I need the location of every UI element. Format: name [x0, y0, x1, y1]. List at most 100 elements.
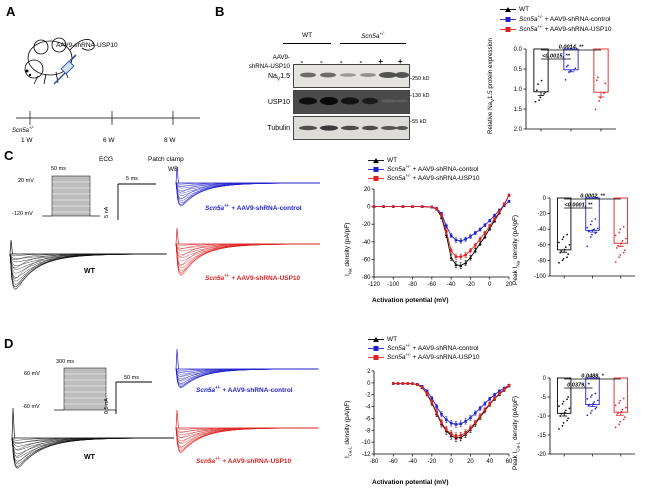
svg-text:0.0379, *: 0.0379, * [567, 382, 590, 388]
panel-b-bar-chart: 0.0 0.5 1.0 1.5 2.0 <0.0015, ** 0.0014, ** [514, 44, 616, 133]
legend-label-usp10: Scn5a+/- + AAV9-shRNA-USP10 [387, 173, 480, 183]
svg-text:0: 0 [543, 376, 547, 382]
panel-b-legend: WT Scn5a+/- + AAV9-shRNA-control Scn5a+/… [500, 6, 612, 34]
panel-d-bar-chart: 0 -5 -10 -15 -20 0.0379, * 0.0488, * [537, 373, 635, 458]
panel-b-group-underline-scn5a [340, 43, 406, 44]
panel-b-blot-label-nav15: NaV1.5 [267, 73, 290, 83]
svg-text:20: 20 [506, 282, 513, 288]
panel-c-trace-usp10 [175, 227, 321, 276]
panel-a-injection-label: AAV9-shRNA-USP10 [56, 42, 118, 49]
svg-text:-40: -40 [537, 227, 546, 233]
svg-text:-20: -20 [428, 459, 437, 465]
legend-marker-square-red [368, 355, 384, 361]
svg-text:-100: -100 [534, 274, 547, 280]
legend-item-wt: WT [368, 336, 480, 343]
panel-c-trace-label-wt: WT [84, 268, 95, 275]
svg-text:-40: -40 [447, 282, 456, 288]
panel-c-bar-ylabel: Peak INa density (pA/pF) [512, 214, 521, 285]
panel-b-group-underline-wt [283, 43, 331, 44]
panel-b-blot-usp10 [293, 90, 410, 114]
svg-text:-60: -60 [389, 459, 398, 465]
svg-text:2.0: 2.0 [514, 127, 523, 133]
svg-text:-80: -80 [370, 459, 379, 465]
panel-b-mw-130: –130 kD [409, 93, 430, 99]
panel-c-bar-chart: 0 -20 -40 -60 -80 -100 <0.0001, ** 0.0002, ** [534, 193, 635, 280]
svg-text:-80: -80 [537, 258, 546, 264]
legend-item-usp10: Scn5a+/- + AAV9-shRNA-USP10 [368, 352, 480, 362]
legend-marker-square-red [500, 27, 516, 33]
legend-marker-triangle [368, 337, 384, 343]
panel-b-blot-nav15 [293, 64, 410, 88]
lane-sign: + [397, 57, 403, 66]
panel-d-scalebar-time: 50 ms [124, 375, 139, 381]
svg-text:60: 60 [506, 459, 513, 465]
legend-marker-square-red [368, 176, 384, 182]
svg-text:-100: -100 [387, 282, 400, 288]
legend-label-usp10: Scn5a+/- + AAV9-shRNA-USP10 [387, 352, 480, 362]
legend-marker-square-blue [500, 16, 516, 22]
panel-c-letter: C [4, 148, 14, 163]
svg-text:0: 0 [367, 381, 371, 387]
lane-sign: - [320, 57, 323, 66]
panel-a-timepoint-2-event: Patch clamp [148, 156, 184, 163]
mouse-icon [24, 37, 95, 85]
legend-label-control: Scn5a+/- + AAV9-shRNA-control [387, 343, 479, 353]
svg-text:-80: -80 [408, 282, 417, 288]
panel-a-timepoint-1-week: 6 W [103, 137, 115, 144]
panel-d-protocol-diagram [54, 367, 116, 411]
legend-label-wt: WT [519, 6, 530, 13]
svg-text:0.0488, *: 0.0488, * [581, 373, 604, 379]
panel-b-lane-signs: - - - - + + [292, 57, 410, 67]
panel-d-trace-label-control: Scn5a+/- + AAV9-shRNA-control [196, 385, 293, 395]
lane-sign: - [300, 57, 304, 66]
svg-text:<0.0001, **: <0.0001, ** [564, 202, 593, 208]
panel-d-bar-ylabel: Peak ICa-L density (pA/pF) [512, 395, 521, 470]
svg-text:-10: -10 [362, 440, 371, 446]
legend-label-usp10: Scn5a+/- + AAV9-shRNA-USP10 [519, 24, 612, 34]
panel-b-mw-250: –250 kD [409, 76, 430, 82]
svg-text:0.0002, **: 0.0002, ** [580, 193, 605, 199]
legend-item-control: Scn5a+/- + AAV9-shRNA-control [368, 164, 480, 173]
panel-d-trace-wt [11, 407, 175, 469]
panel-c-protocol-duration: 50 ms [51, 166, 66, 172]
panel-c-trace-label-usp10: Scn5a+/- + AAV9-shRNA-USP10 [205, 273, 301, 283]
panel-d-trace-control [175, 348, 319, 388]
svg-text:-20: -20 [537, 212, 546, 218]
svg-text:-5: -5 [541, 395, 547, 401]
panel-b-ylabel: Relative NaV1.5 protein expression [487, 38, 496, 134]
svg-text:-10: -10 [537, 414, 546, 420]
svg-text:-40: -40 [362, 240, 371, 246]
panel-c-scalebar-current: 5 nA [104, 206, 110, 218]
svg-text:-60: -60 [537, 243, 546, 249]
panel-c-trace-label-control: Scn5a+/- + AAV9-shRNA-control [205, 203, 302, 213]
panel-d-legend: WT Scn5a+/- + AAV9-shRNA-control Scn5a+/… [368, 336, 480, 362]
svg-text:-15: -15 [537, 433, 546, 439]
panel-c-iv-chart: -80 -60 -40 -20 0 20 -120 -100 -80 -60 -40 -20 0 20 [362, 187, 513, 288]
svg-text:-20: -20 [362, 222, 371, 228]
panel-d-protocol-vbottom: -60 mV [22, 404, 40, 410]
legend-item-wt: WT [500, 6, 612, 13]
panel-d-trace-label-wt: WT [84, 454, 95, 461]
legend-item-control: Scn5a+/- + AAV9-shRNA-control [368, 343, 480, 353]
panel-b-row-label-line1: AAV9- [272, 54, 290, 61]
panel-a-genotype: Scn5a+/- [12, 125, 35, 134]
svg-text:-12: -12 [362, 452, 371, 458]
panel-c-legend: WT Scn5a+/- + AAV9-shRNA-control Scn5a+/… [368, 157, 480, 183]
svg-text:0: 0 [488, 282, 492, 288]
svg-text:20: 20 [364, 187, 371, 193]
panel-b-group-header-scn5a: Scn5a+/- [361, 31, 385, 41]
svg-text:-20: -20 [537, 452, 546, 458]
panel-d-iv-chart: 20-2-4-6-8-10-12-80 -60 -40 -20 0 20 40 60 [362, 369, 513, 465]
panel-c-scalebar [117, 183, 156, 220]
panel-a-timepoint-1-event: ECG [99, 156, 114, 163]
svg-text:1.0: 1.0 [514, 87, 523, 93]
svg-text:-8: -8 [365, 428, 371, 434]
svg-text:-40: -40 [408, 459, 417, 465]
panel-c-protocol-vtop: 20 mV [18, 178, 34, 184]
lane-sign: + [378, 57, 383, 66]
panel-a-timepoint-0-week: 1 W [21, 137, 33, 144]
svg-text:-6: -6 [365, 416, 371, 422]
legend-marker-triangle [368, 158, 384, 164]
panel-c-trace-wt [9, 239, 167, 290]
panel-d-trace-label-usp10: Scn5a+/- + AAV9-shRNA-USP10 [196, 456, 292, 466]
